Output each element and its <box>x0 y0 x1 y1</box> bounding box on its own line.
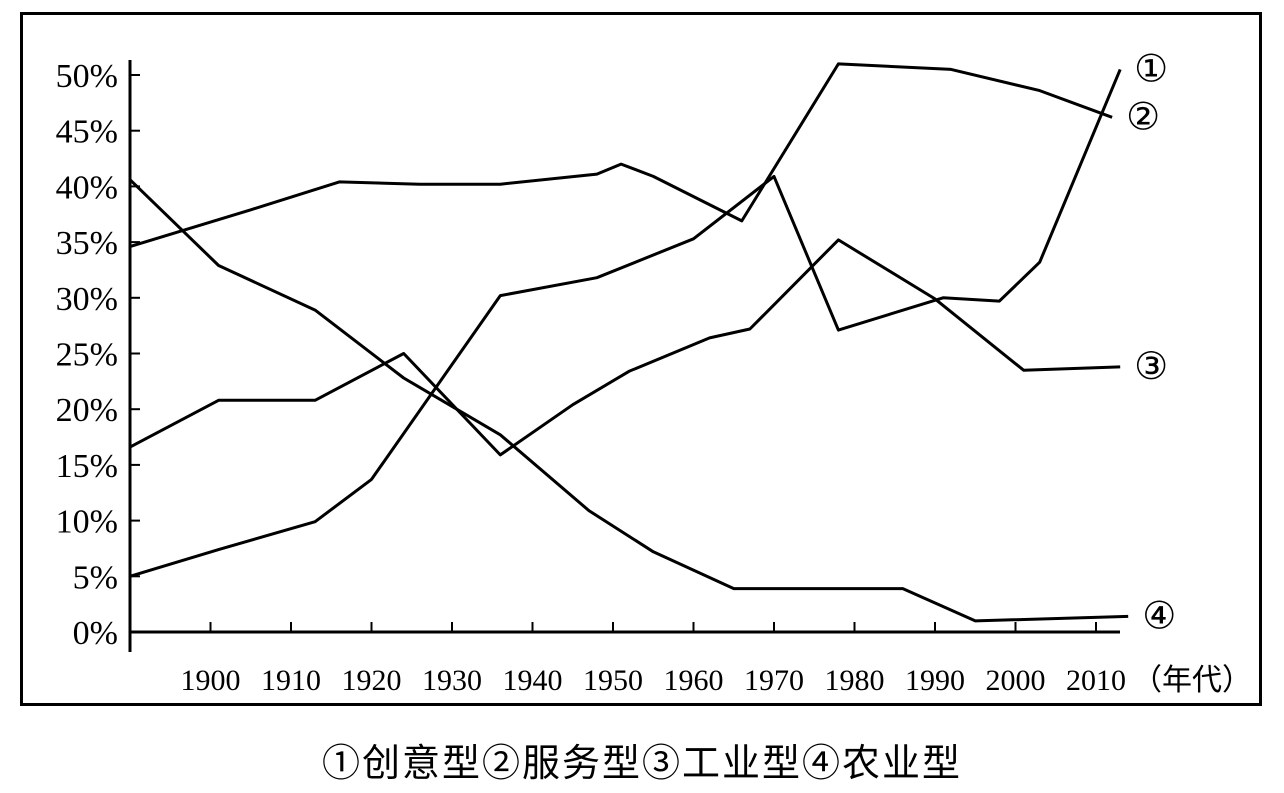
y-tick-label: 45% <box>56 114 118 151</box>
series-labels: ① ② ③ ④ <box>1126 48 1176 637</box>
legend-caption: ①创意型②服务型③工业型④农业型 <box>321 741 962 785</box>
series-label-2: ② <box>1126 96 1160 138</box>
y-tick-label: 15% <box>56 448 118 485</box>
series-label-1: ① <box>1134 48 1168 90</box>
y-tick-label: 30% <box>56 281 118 318</box>
x-tick-label: 1940 <box>503 664 563 697</box>
series-label-4: ④ <box>1142 595 1176 637</box>
y-tick-label: 40% <box>56 169 118 206</box>
axes: 0% 5% 10% 15% 20% 25% 30% 35% 40% 45% 50% 1900 1910 1… <box>56 58 1252 697</box>
chart-frame <box>20 12 1262 706</box>
y-tick-label: 35% <box>56 225 118 262</box>
series-label-3: ③ <box>1134 346 1168 388</box>
x-tick-label: 1900 <box>181 664 241 697</box>
x-tick-label: 1950 <box>583 664 643 697</box>
x-tick-label: 1910 <box>261 664 321 697</box>
y-tick-label: 10% <box>56 504 118 541</box>
series-line-4 <box>128 178 1129 623</box>
y-tick-label: 25% <box>56 337 118 374</box>
series-lines <box>128 62 1129 623</box>
x-tick-label: 1960 <box>664 664 724 697</box>
x-tick-label: 1980 <box>825 664 885 697</box>
x-tick-label: 1920 <box>342 664 402 697</box>
y-tick-label: 50% <box>56 58 118 95</box>
y-tick-label: 5% <box>73 559 118 596</box>
x-tick-label: 2000 <box>986 664 1046 697</box>
series-line-3 <box>129 238 1121 457</box>
series-line-1 <box>129 68 1122 578</box>
x-axis-unit: （年代） <box>1132 664 1252 697</box>
x-tick-label: 1990 <box>905 664 965 697</box>
x-tick-label: 2010 <box>1066 664 1126 697</box>
series-line-2 <box>129 62 1113 249</box>
x-tick-label: 1970 <box>744 664 804 697</box>
x-tick-label: 1930 <box>422 664 482 697</box>
y-tick-label: 20% <box>56 392 118 429</box>
y-tick-label: 0% <box>73 615 118 652</box>
